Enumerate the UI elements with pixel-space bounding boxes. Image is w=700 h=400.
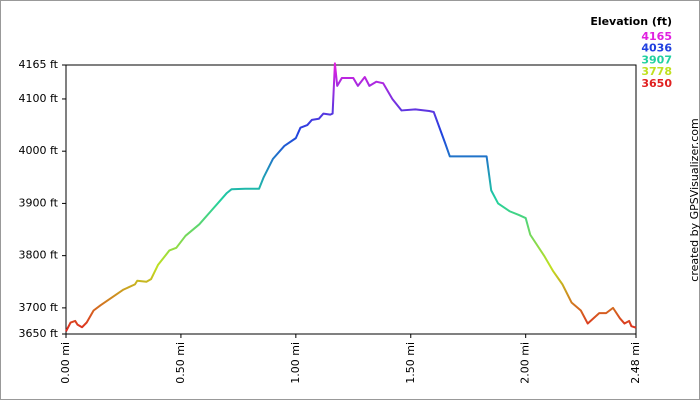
elevation-line [65, 62, 637, 332]
x-tick-label: 0.00 mi [59, 342, 72, 384]
y-tick-label: 3650 ft [19, 327, 59, 340]
legend-label: 3650 [641, 77, 672, 90]
legend-title: Elevation (ft) [590, 15, 672, 28]
legend-label: 4036 [641, 42, 672, 55]
x-tick-label: 1.00 mi [289, 342, 302, 384]
y-tick-label: 4100 ft [19, 92, 59, 105]
credit: created by GPSVisualizer.com [688, 118, 700, 281]
y-tick-label: 4165 ft [19, 58, 59, 71]
legend-label: 4165 [641, 30, 672, 43]
x-tick-label: 2.48 mi [629, 342, 642, 384]
x-tick-label: 2.00 mi [519, 342, 532, 384]
x-tick-label: 0.50 mi [174, 342, 187, 384]
y-tick-label: 3800 ft [19, 249, 59, 262]
x-tick-label: 1.50 mi [404, 342, 417, 384]
y-tick-label: 3700 ft [19, 301, 59, 314]
legend-label: 3778 [641, 65, 672, 78]
y-tick-label: 4000 ft [19, 144, 59, 157]
y-tick-label: 3900 ft [19, 196, 59, 209]
plot-area [65, 64, 637, 335]
legend-label: 3907 [641, 53, 672, 66]
